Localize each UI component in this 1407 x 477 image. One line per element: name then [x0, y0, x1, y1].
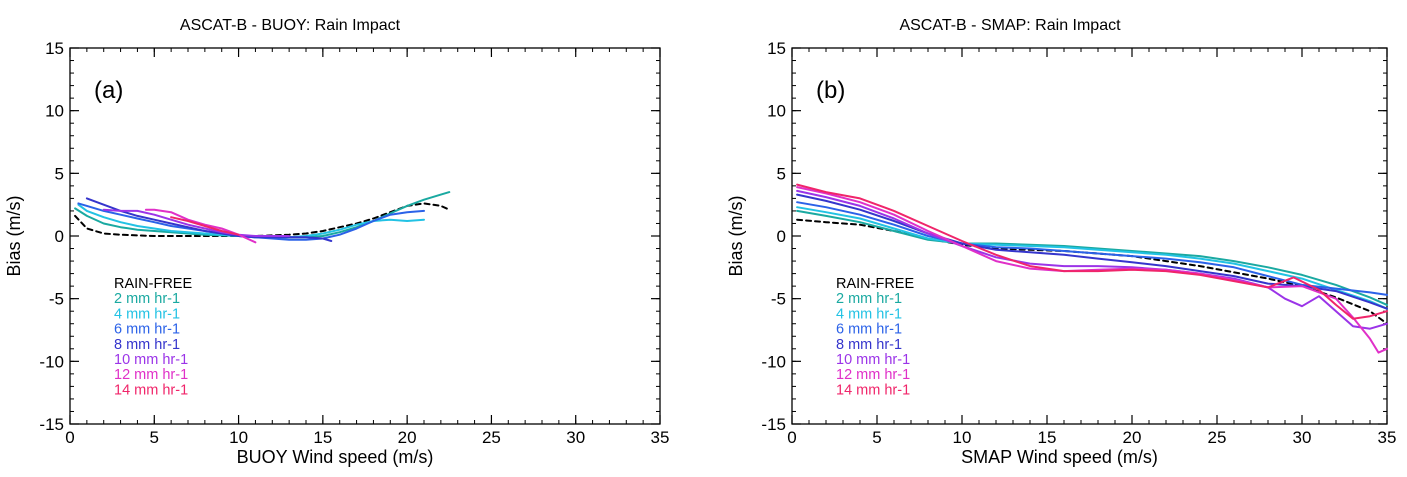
y-tick-label: 5 — [55, 164, 64, 183]
y-tick-label: -15 — [39, 415, 64, 434]
y-tick-label: 15 — [767, 39, 786, 58]
panel-a: ASCAT-B - BUOY: Rain Impact 0 5 10 15 20 25 30 3… — [4, 17, 669, 467]
x-tick-label: 10 — [953, 428, 972, 447]
x-tick-label: 30 — [566, 428, 585, 447]
y-tick-label: -5 — [49, 290, 64, 309]
x-tick-label: 15 — [1038, 428, 1057, 447]
legend-entry: 12 mm hr-1 — [114, 367, 188, 383]
x-axis-label: BUOY Wind speed (m/s) — [237, 447, 434, 467]
legend-entry: 10 mm hr-1 — [114, 352, 188, 368]
x-tick-label: 5 — [150, 428, 159, 447]
y-tick-label: 15 — [45, 39, 64, 58]
legend-entry: 10 mm hr-1 — [836, 352, 910, 368]
chart-title: ASCAT-B - BUOY: Rain Impact — [180, 17, 401, 34]
y-axis-label: Bias (m/s) — [4, 196, 24, 277]
legend-entry: RAIN-FREE — [836, 276, 914, 292]
series-line-6-mm-hr-1 — [796, 201, 1388, 296]
legend-entry: 2 mm hr-1 — [836, 291, 902, 307]
x-tick-label: 30 — [1293, 428, 1312, 447]
x-tick-label: 35 — [651, 428, 670, 447]
series-line-12-mm-hr-1 — [144, 208, 257, 244]
y-tick-label: -15 — [761, 415, 786, 434]
x-tick-label: 0 — [787, 428, 796, 447]
legend-entry: RAIN-FREE — [114, 276, 192, 292]
series-line-14-mm-hr-1 — [796, 183, 1388, 320]
x-tick-label: 35 — [1378, 428, 1397, 447]
legend-entry: 6 mm hr-1 — [114, 322, 180, 338]
y-tick-label: 10 — [767, 102, 786, 121]
x-axis-label: SMAP Wind speed (m/s) — [961, 447, 1158, 467]
y-tick-label: 0 — [777, 227, 786, 246]
series-line-6-mm-hr-1 — [77, 202, 425, 241]
legend-entry: 14 mm hr-1 — [836, 382, 910, 398]
series-line-4-mm-hr-1 — [796, 206, 1388, 310]
x-tick-label: 15 — [313, 428, 332, 447]
y-tick-label: -10 — [39, 352, 64, 371]
x-tick-label: 25 — [1208, 428, 1227, 447]
series-line-10-mm-hr-1 — [102, 208, 291, 237]
y-axis-label: Bias (m/s) — [726, 196, 746, 277]
legend-entry: 14 mm hr-1 — [114, 382, 188, 398]
legend-entry: 4 mm hr-1 — [114, 306, 180, 322]
x-tick-label: 5 — [872, 428, 881, 447]
series-line-14-mm-hr-1 — [170, 216, 240, 236]
x-tick-label: 25 — [482, 428, 501, 447]
x-tick-label: 20 — [398, 428, 417, 447]
y-tick-label: -5 — [771, 290, 786, 309]
series-line-2-mm-hr-1 — [796, 209, 1388, 306]
y-tick-label: 10 — [45, 102, 64, 121]
legend-entry: 8 mm hr-1 — [114, 337, 180, 353]
x-tick-label: 20 — [1123, 428, 1142, 447]
x-tick-label: 10 — [229, 428, 248, 447]
y-tick-label: 0 — [55, 227, 64, 246]
panel-b: ASCAT-B - SMAP: Rain Impact 0 5 10 15 20 25 30 3… — [726, 17, 1396, 467]
legend-entry: 12 mm hr-1 — [836, 367, 910, 383]
panel-label: (a) — [94, 77, 123, 104]
panel-label: (b) — [816, 77, 845, 104]
legend-entry: 6 mm hr-1 — [836, 322, 902, 338]
chart-title: ASCAT-B - SMAP: Rain Impact — [899, 17, 1121, 34]
legend-entry: 4 mm hr-1 — [836, 306, 902, 322]
y-tick-label: 5 — [777, 164, 786, 183]
x-tick-label: 0 — [65, 428, 74, 447]
y-tick-label: -10 — [761, 352, 786, 371]
legend-entry: 2 mm hr-1 — [114, 291, 180, 307]
series-line-12-mm-hr-1 — [796, 186, 1388, 354]
legend-entry: 8 mm hr-1 — [836, 337, 902, 353]
series-line-8-mm-hr-1 — [85, 197, 333, 242]
